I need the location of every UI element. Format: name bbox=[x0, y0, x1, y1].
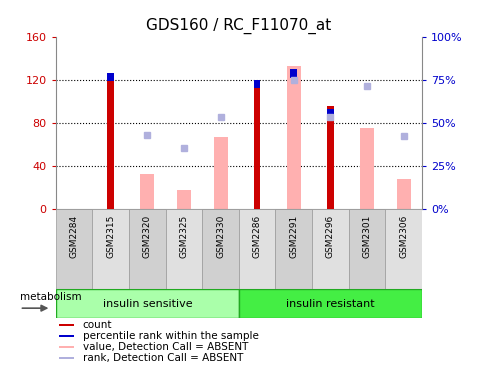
Bar bbox=[275, 209, 312, 289]
Text: GSM2284: GSM2284 bbox=[69, 215, 78, 258]
Bar bbox=[239, 209, 275, 289]
Bar bbox=[290, 69, 297, 78]
Text: GSM2296: GSM2296 bbox=[325, 215, 334, 258]
Text: GSM2330: GSM2330 bbox=[215, 215, 225, 258]
Bar bbox=[213, 137, 227, 209]
Text: GSM2286: GSM2286 bbox=[252, 215, 261, 258]
Bar bbox=[312, 209, 348, 289]
Bar bbox=[56, 289, 239, 318]
Bar bbox=[177, 190, 191, 209]
Bar bbox=[202, 209, 239, 289]
Text: GSM2320: GSM2320 bbox=[142, 215, 151, 258]
Bar bbox=[384, 209, 421, 289]
Text: count: count bbox=[83, 320, 112, 330]
Bar bbox=[239, 289, 421, 318]
Text: metabolism: metabolism bbox=[19, 292, 81, 302]
Bar bbox=[92, 209, 129, 289]
Bar bbox=[326, 109, 333, 117]
Bar bbox=[60, 324, 74, 326]
Text: insulin sensitive: insulin sensitive bbox=[102, 299, 192, 309]
Text: percentile rank within the sample: percentile rank within the sample bbox=[83, 331, 258, 341]
Bar bbox=[60, 346, 74, 348]
Bar bbox=[286, 66, 300, 209]
Text: GSM2306: GSM2306 bbox=[398, 215, 408, 258]
Bar bbox=[253, 85, 260, 209]
Bar bbox=[326, 107, 333, 209]
Text: value, Detection Call = ABSENT: value, Detection Call = ABSENT bbox=[83, 342, 248, 352]
Bar bbox=[140, 174, 154, 209]
Bar bbox=[166, 209, 202, 289]
Text: GSM2301: GSM2301 bbox=[362, 215, 371, 258]
Text: GSM2325: GSM2325 bbox=[179, 215, 188, 258]
Bar bbox=[129, 209, 166, 289]
Bar bbox=[60, 356, 74, 359]
Bar bbox=[348, 209, 385, 289]
Bar bbox=[359, 128, 373, 209]
Bar bbox=[107, 73, 114, 81]
Title: GDS160 / RC_F11070_at: GDS160 / RC_F11070_at bbox=[146, 18, 331, 34]
Bar bbox=[253, 80, 260, 88]
Text: GSM2291: GSM2291 bbox=[288, 215, 298, 258]
Text: insulin resistant: insulin resistant bbox=[286, 299, 374, 309]
Bar bbox=[396, 179, 410, 209]
Bar bbox=[60, 335, 74, 337]
Text: GSM2315: GSM2315 bbox=[106, 215, 115, 258]
Text: rank, Detection Call = ABSENT: rank, Detection Call = ABSENT bbox=[83, 353, 243, 363]
Bar bbox=[56, 209, 92, 289]
Bar bbox=[107, 74, 114, 209]
